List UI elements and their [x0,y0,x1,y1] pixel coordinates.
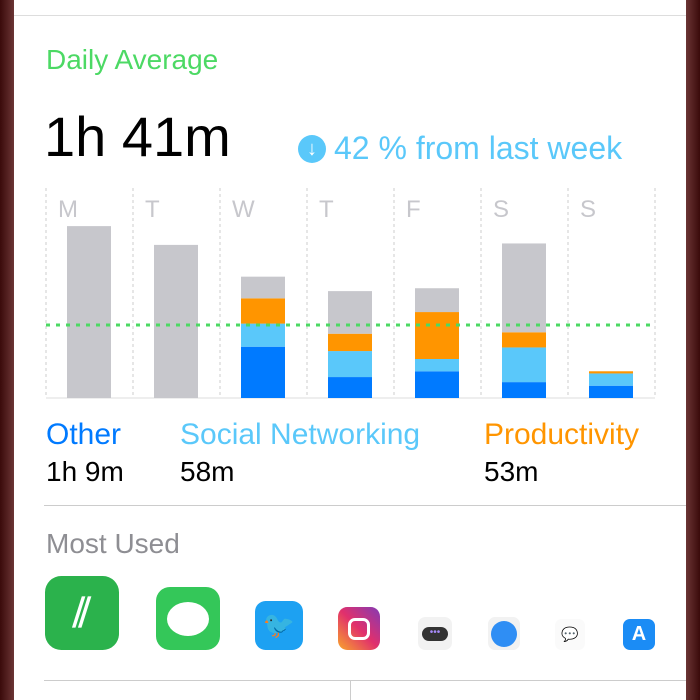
instagram-icon[interactable] [338,607,380,650]
twitter-icon[interactable]: 🐦 [255,601,303,650]
weekly-change: ↓ 42 % from last week [298,130,622,167]
legend-other-value: 1h 9m [46,456,124,487]
feedly-icon[interactable]: ⫽ [45,576,119,650]
chatbot-icon[interactable]: ••• [418,617,452,650]
app-store-icon[interactable]: A [623,619,655,650]
safari-icon[interactable] [488,617,520,650]
bar-segment [502,347,546,383]
daily-average-label: Daily Average [46,44,219,75]
screen-time-card: Daily Average 1h 41m ↓ 42 % from last we… [14,0,686,700]
bar-segment [589,385,633,398]
bar-segment [328,377,372,398]
bar-segment [328,291,372,334]
bar-segment [415,359,459,372]
day-label: F [406,196,421,223]
divider [44,680,686,681]
divider [14,15,686,16]
bar-segment [241,323,285,347]
bar-segment [415,288,459,313]
bar-segment [589,373,633,386]
messages-icon[interactable] [156,587,220,650]
bar-segment [241,298,285,324]
legend-productivity-label: Productivity [484,418,640,451]
bar-segment [502,243,546,333]
bar-segment [67,226,111,398]
bar-segment [415,371,459,398]
legend-social-label: Social Networking [180,418,421,451]
day-label: T [319,196,334,223]
day-label: S [580,196,596,223]
divider [44,505,686,506]
legend-productivity-value: 53m [484,456,539,487]
day-label: W [232,196,255,223]
bar-segment [502,382,546,398]
bar-segment [154,244,198,398]
day-label: M [58,196,78,223]
change-text: 42 % from last week [334,130,623,166]
legend-social-value: 58m [180,456,235,487]
most-used-label: Most Used [46,528,180,559]
bar-segment [415,312,459,359]
bar-segment [328,333,372,352]
bar-segment [328,351,372,378]
legend-other-label: Other [46,418,122,451]
day-label: T [145,196,160,223]
arrow-down-circle-icon: ↓ [298,134,326,163]
bar-segment [241,276,285,299]
day-label: S [493,196,509,223]
rocketchat-icon[interactable]: 💬 [555,619,585,650]
bar-segment [589,371,633,374]
bar-segment [241,346,285,398]
bar-segment [502,332,546,348]
daily-average-value: 1h 41m [44,105,231,168]
divider [350,680,351,700]
